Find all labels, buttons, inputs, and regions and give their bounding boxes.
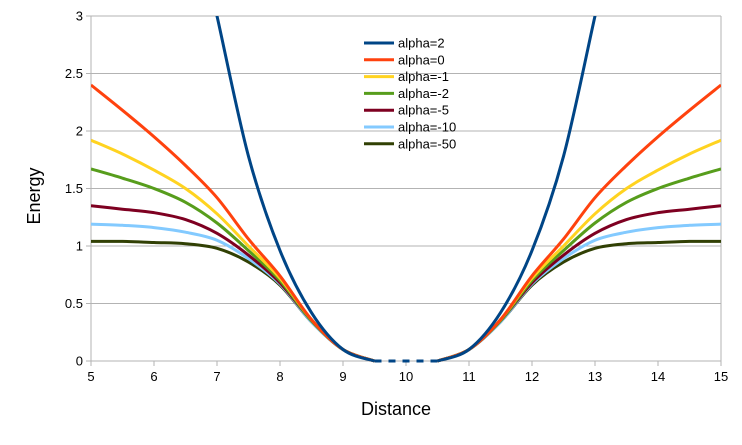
x-tick-label: 13 xyxy=(588,369,602,384)
x-tick-label: 7 xyxy=(213,369,220,384)
legend-label: alpha=-5 xyxy=(398,103,449,118)
x-axis-title: Distance xyxy=(361,399,431,419)
series-line xyxy=(436,83,721,363)
y-tick-label: 3 xyxy=(76,9,83,24)
legend-item: alpha=-50 xyxy=(364,136,456,151)
y-axis-title: Energy xyxy=(24,167,44,224)
series-line xyxy=(436,167,721,363)
y-tick-label: 2.5 xyxy=(65,66,83,81)
series-alpha=-50 xyxy=(91,239,721,363)
x-tick-label: 5 xyxy=(87,369,94,384)
legend-label: alpha=-2 xyxy=(398,86,449,101)
series-line xyxy=(91,167,376,363)
x-tick-label: 12 xyxy=(525,369,539,384)
y-tick-label: 0.5 xyxy=(65,296,83,311)
series-alpha=-1 xyxy=(91,138,721,363)
series-line xyxy=(436,138,721,363)
series-lines xyxy=(91,16,721,363)
y-tick-label: 1.5 xyxy=(65,181,83,196)
x-tick-label: 6 xyxy=(150,369,157,384)
legend-item: alpha=-10 xyxy=(364,120,456,135)
legend-item: alpha=2 xyxy=(364,36,445,51)
series-alpha=-5 xyxy=(91,204,721,363)
x-tick-label: 14 xyxy=(651,369,665,384)
series-line xyxy=(215,16,376,363)
tick-labels: 0 0.5 1 1.5 2 2.5 3 5 6 7 8 9 10 11 12 13 14 15 xyxy=(65,9,728,385)
legend-item: alpha=-2 xyxy=(364,86,449,101)
x-tick-label: 8 xyxy=(276,369,283,384)
x-tick-label: 10 xyxy=(399,369,413,384)
series-line xyxy=(436,16,597,363)
x-tick-label: 11 xyxy=(462,369,476,384)
y-tick-label: 1 xyxy=(76,239,83,254)
series-line xyxy=(91,83,376,363)
legend-label: alpha=-1 xyxy=(398,69,449,84)
legend-item: alpha=-5 xyxy=(364,103,449,118)
x-tick-label: 15 xyxy=(714,369,728,384)
legend-item: alpha=0 xyxy=(364,52,445,67)
series-line xyxy=(91,138,376,363)
series-alpha=2 xyxy=(215,16,597,363)
y-tick-label: 0 xyxy=(76,354,83,369)
series-alpha=-2 xyxy=(91,167,721,363)
legend-label: alpha=0 xyxy=(398,52,445,67)
legend-label: alpha=2 xyxy=(398,36,445,51)
legend-item: alpha=-1 xyxy=(364,69,449,84)
y-tick-label: 2 xyxy=(76,124,83,139)
x-tick-label: 9 xyxy=(339,369,346,384)
legend-label: alpha=-10 xyxy=(398,120,456,135)
legend-label: alpha=-50 xyxy=(398,136,456,151)
